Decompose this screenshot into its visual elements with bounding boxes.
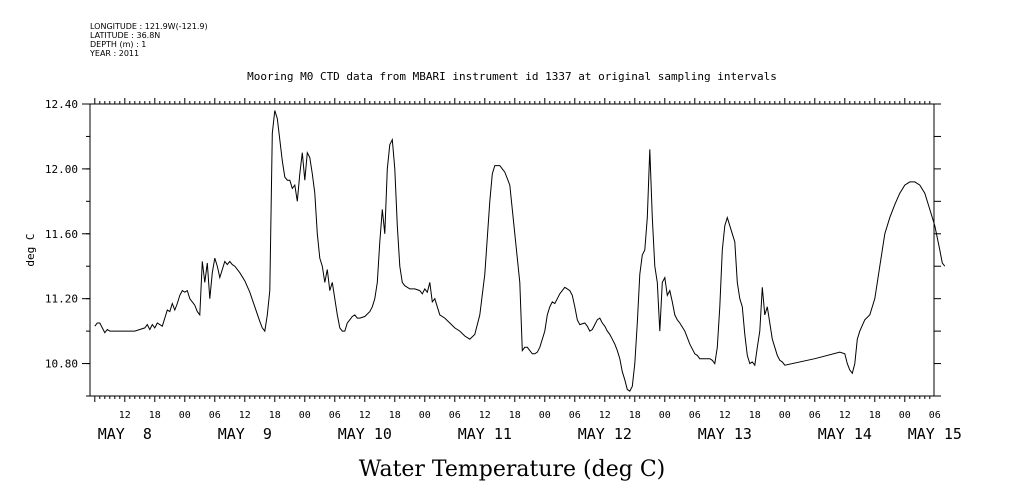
longitude-label: LONGITUDE : 121.9W(-121.9): [90, 22, 208, 31]
x-tick-label: 06: [569, 410, 581, 421]
x-tick-label: 12: [719, 410, 731, 421]
latitude-label: LATITUDE : 36.8N: [90, 31, 161, 40]
x-tick-label: 12: [479, 410, 491, 421]
day-label: MAY 13: [698, 425, 752, 443]
x-tick-label: 06: [809, 410, 821, 421]
x-tick-label: 18: [149, 410, 161, 421]
x-tick-label: 12: [599, 410, 611, 421]
depth-label: DEPTH (m) : 1: [90, 40, 147, 49]
day-labels: MAY 8 MAY 9 MAY 10 MAY 11 MAY 12 MAY 13 MAY 14…: [98, 425, 962, 443]
x-tick-label: 00: [899, 410, 911, 421]
y-tick-label: 11.20: [45, 293, 78, 306]
day-label: MAY 11: [458, 425, 512, 443]
day-label: MAY 14: [818, 425, 872, 443]
x-tick-label: 18: [629, 410, 641, 421]
x-tick-label: 18: [269, 410, 281, 421]
x-tick-label: 00: [179, 410, 191, 421]
x-tick-label: 06: [449, 410, 461, 421]
x-tick-label: 18: [509, 410, 521, 421]
x-tick-label: 12: [239, 410, 251, 421]
x-tick-label: 00: [779, 410, 791, 421]
y-tick-label: 11.60: [45, 228, 78, 241]
x-tick-labels: 12 18 00 06 12 18 00 06 12 18 00 06 12 18 00 06 12 18 00 06…: [119, 410, 941, 421]
day-label: MAY 8: [98, 425, 152, 443]
x-tick-label: 12: [359, 410, 371, 421]
x-tick-label: 06: [329, 410, 341, 421]
x-tick-label: 06: [689, 410, 701, 421]
axis-ticks: [82, 98, 941, 402]
metadata-block: LONGITUDE : 121.9W(-121.9) LATITUDE : 36…: [90, 22, 208, 58]
x-tick-label: 00: [299, 410, 311, 421]
y-axis-label: deg C: [24, 233, 37, 266]
day-label: MAY 12: [578, 425, 632, 443]
temperature-series-line: [94, 110, 946, 392]
x-tick-label: 06: [929, 410, 941, 421]
year-label: YEAR : 2011: [90, 49, 140, 58]
y-tick-label: 12.00: [45, 163, 78, 176]
x-tick-label: 00: [419, 410, 431, 421]
x-axis-label: Water Temperature (deg C): [359, 457, 666, 482]
x-tick-label: 18: [869, 410, 881, 421]
day-label: MAY 10: [338, 425, 392, 443]
y-tick-label: 10.80: [45, 358, 78, 371]
y-tick-label: 12.40: [45, 98, 78, 111]
x-tick-label: 12: [839, 410, 851, 421]
x-tick-label: 00: [539, 410, 551, 421]
chart-title: Mooring M0 CTD data from MBARI instrumen…: [247, 70, 777, 83]
x-tick-label: 00: [659, 410, 671, 421]
x-tick-label: 18: [749, 410, 761, 421]
x-tick-label: 06: [209, 410, 221, 421]
x-tick-label: 18: [389, 410, 401, 421]
y-tick-labels: 10.80 11.20 11.60 12.00 12.40: [45, 98, 78, 371]
plot-frame: [89, 103, 935, 397]
day-label: MAY 15: [908, 425, 962, 443]
day-label: MAY 9: [218, 425, 272, 443]
x-tick-label: 12: [119, 410, 131, 421]
